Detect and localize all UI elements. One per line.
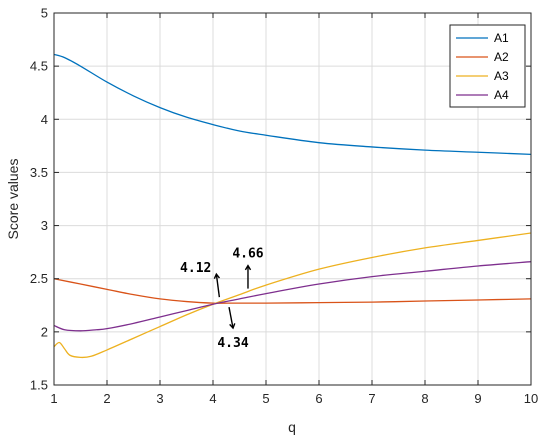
x-axis-label: q	[288, 419, 296, 435]
y-tick-label: 4.5	[30, 59, 48, 74]
series-line-a4	[54, 261, 531, 332]
series-line-a3	[54, 232, 531, 359]
legend[interactable]: A1 A2 A3 A4	[449, 24, 526, 108]
axis-ticks	[53, 12, 532, 386]
x-tick-label: 6	[315, 391, 322, 406]
y-tick-label: 5	[41, 6, 48, 21]
axis-tick-labels: 1 2 3 4 5 6 7 8 9 10 1.5 2 2.5 3 3.5 4 4.5 5	[30, 6, 538, 407]
series-line-a1	[54, 53, 531, 156]
x-tick-label: 1	[50, 391, 57, 406]
annotation-label: 4.66	[232, 247, 263, 262]
x-tick-label: 8	[421, 391, 428, 406]
annotation-arrowhead	[244, 264, 252, 271]
legend-box	[449, 24, 526, 108]
plot-frame	[53, 12, 532, 386]
annotation-arrowhead	[213, 272, 221, 279]
annotation-label: 4.12	[180, 261, 211, 276]
x-tick-label: 9	[474, 391, 481, 406]
annotation-arrow	[215, 274, 221, 298]
y-tick-label: 3	[41, 218, 48, 233]
legend-label-a4: A4	[494, 88, 509, 102]
series-lines	[54, 53, 531, 359]
legend-label-a1: A1	[494, 31, 509, 45]
annotation-arrowhead	[229, 323, 236, 330]
y-axis-label: Score values	[5, 159, 21, 240]
legend-label-a2: A2	[494, 50, 509, 64]
legend-label-a3: A3	[494, 69, 509, 83]
x-tick-label: 5	[262, 391, 269, 406]
y-tick-label: 1.5	[30, 378, 48, 393]
x-tick-label: 4	[209, 391, 216, 406]
annotations: 4.12 4.66 4.34	[180, 247, 264, 352]
x-tick-label: 7	[368, 391, 375, 406]
y-tick-label: 3.5	[30, 165, 48, 180]
x-tick-label: 2	[103, 391, 110, 406]
annotation-label: 4.34	[217, 336, 248, 351]
x-tick-label: 3	[156, 391, 163, 406]
annotation-arrow	[228, 306, 234, 329]
y-tick-label: 4	[41, 112, 48, 127]
x-tick-label: 10	[524, 391, 538, 406]
y-tick-label: 2	[41, 324, 48, 339]
y-tick-label: 2.5	[30, 271, 48, 286]
